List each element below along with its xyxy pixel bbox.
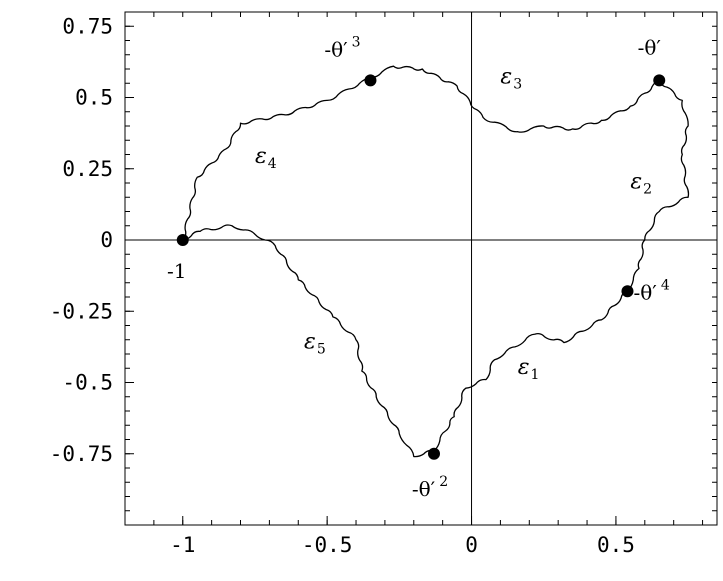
point-label-exponent: 4 <box>661 277 670 293</box>
region-label: ε2 <box>630 170 652 198</box>
y-tick-label: 0.5 <box>75 86 113 110</box>
region-label: ε5 <box>304 329 326 357</box>
region-label: ε1 <box>518 355 540 383</box>
point-label-exponent: 3 <box>352 34 361 50</box>
point-label-exponent: 2 <box>439 474 448 490</box>
x-tick-label: 0 <box>465 533 478 557</box>
region-label-symbol: ε <box>304 329 316 354</box>
x-tick-label: 0.5 <box>597 533 635 557</box>
region-label-index: 5 <box>317 341 326 357</box>
y-tick-label: 0.75 <box>62 14 113 38</box>
y-tick-label: -0.75 <box>50 442 113 466</box>
y-tick-label: -0.5 <box>62 371 113 395</box>
x-tick-label: -0.5 <box>302 533 353 557</box>
y-tick-label: -0.25 <box>50 299 113 323</box>
point-label-text: -θ′ <box>638 35 662 59</box>
region-label: ε3 <box>500 64 522 92</box>
x-tick-label: -1 <box>170 533 195 557</box>
region-label-index: 3 <box>513 76 522 92</box>
marked-point <box>176 234 189 246</box>
point-label: -θ′ <box>638 35 662 59</box>
plot-frame <box>124 11 718 526</box>
point-label: -θ′ 2 <box>412 474 448 501</box>
marked-point <box>621 285 634 298</box>
point-label: -θ′ 4 <box>633 277 669 304</box>
point-label-text: -θ′ <box>324 37 348 61</box>
region-label-symbol: ε <box>630 170 642 195</box>
fractal-boundary-curve <box>182 65 690 458</box>
marked-point <box>427 447 440 460</box>
point-label-text: -θ′ <box>412 477 436 501</box>
x-ticks: -1 -0.5 0 0.5 <box>124 12 704 557</box>
point-label: -1 <box>167 259 186 283</box>
region-label-index: 1 <box>531 367 540 383</box>
marked-point <box>653 74 666 87</box>
region-label-index: 4 <box>268 156 277 172</box>
marked-point <box>364 74 377 87</box>
y-ticks: 0.75 0.5 0.25 0 -0.25 -0.5 -0.75 <box>50 11 717 526</box>
region-label: ε4 <box>255 144 277 172</box>
point-label: -θ′ 3 <box>324 34 360 61</box>
region-label-symbol: ε <box>255 144 267 169</box>
point-label-text: -θ′ <box>633 280 657 304</box>
point-label-text: -1 <box>167 259 186 283</box>
y-tick-label: 0 <box>100 228 113 252</box>
region-label-symbol: ε <box>500 64 512 89</box>
marked-points: -1-θ′-θ′ 2-θ′ 3-θ′ 4 <box>167 34 670 500</box>
y-tick-label: 0.25 <box>62 157 113 181</box>
region-label-symbol: ε <box>518 355 530 380</box>
region-label-index: 2 <box>643 182 652 198</box>
